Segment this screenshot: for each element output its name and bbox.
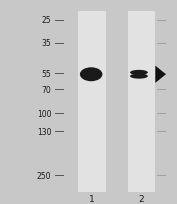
Text: 55: 55 [42, 69, 51, 78]
Bar [128, 12, 155, 192]
Text: 130: 130 [37, 127, 51, 136]
Ellipse shape [130, 71, 148, 76]
Text: 1: 1 [89, 194, 95, 203]
Bar [78, 12, 106, 192]
Polygon shape [155, 66, 166, 83]
Text: 100: 100 [37, 109, 51, 118]
Text: 2: 2 [139, 194, 144, 203]
Text: 70: 70 [42, 85, 51, 94]
Text: 35: 35 [42, 39, 51, 48]
Ellipse shape [80, 68, 102, 82]
Text: 250: 250 [37, 171, 51, 180]
Text: 25: 25 [42, 16, 51, 25]
Ellipse shape [130, 74, 148, 79]
